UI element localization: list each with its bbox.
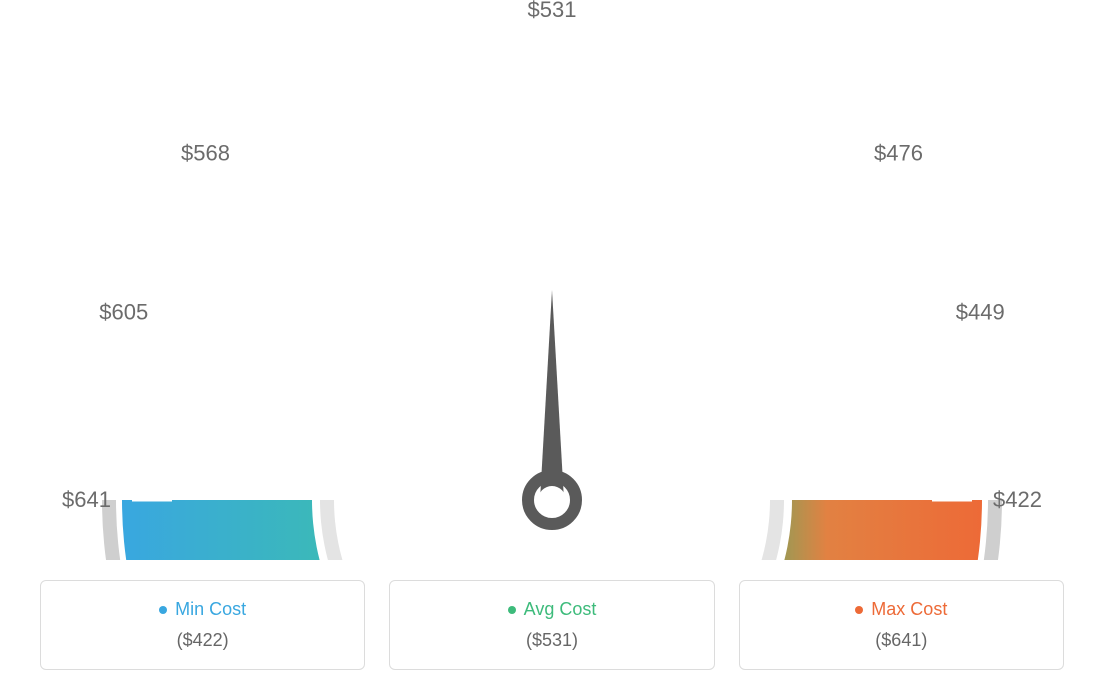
gauge-svg: $422 $449 $476 $531 $568 $605 $641: [0, 0, 1104, 560]
gauge-needle: [540, 290, 564, 500]
legend-box-avg: Avg Cost ($531): [389, 580, 714, 670]
legend-box-max: Max Cost ($641): [739, 580, 1064, 670]
gauge-needle-hub-hole: [538, 486, 566, 514]
gauge-tick: [319, 151, 335, 174]
gauge-tick-label: $641: [62, 487, 111, 512]
legend-value-max: ($641): [752, 630, 1051, 651]
legend-dot-avg: [508, 606, 516, 614]
legend-label-max: Max Cost: [871, 599, 947, 620]
gauge-tick: [770, 151, 786, 174]
gauge-tick: [903, 339, 940, 354]
legend-dot-max: [855, 606, 863, 614]
gauge-tick: [878, 267, 901, 283]
gauge-tick: [821, 203, 849, 231]
gauge-tick-label: $531: [528, 0, 577, 22]
gauge-tick: [255, 203, 283, 231]
gauge-tick: [164, 339, 201, 354]
gauge-tick: [702, 112, 713, 138]
gauge-tick-label: $605: [99, 299, 148, 324]
gauge-tick: [936, 418, 963, 423]
legend-dot-min: [159, 606, 167, 614]
gauge-tick-label: $422: [993, 487, 1042, 512]
gauge-tick: [140, 418, 167, 423]
gauge-tick-label: $476: [874, 141, 923, 166]
legend-value-avg: ($531): [402, 630, 701, 651]
legend-row: Min Cost ($422) Avg Cost ($531) Max Cost…: [0, 580, 1104, 670]
gauge-tick: [470, 88, 475, 115]
legend-label-min: Min Cost: [175, 599, 246, 620]
gauge-tick-label: $449: [956, 299, 1005, 324]
gauge-tick: [391, 112, 402, 138]
legend-label-avg: Avg Cost: [524, 599, 597, 620]
legend-value-min: ($422): [53, 630, 352, 651]
legend-box-min: Min Cost ($422): [40, 580, 365, 670]
gauge-tick: [203, 267, 226, 283]
gauge-tick: [628, 88, 633, 115]
gauge-container: $422 $449 $476 $531 $568 $605 $641: [0, 0, 1104, 560]
gauge-tick-label: $568: [181, 141, 230, 166]
